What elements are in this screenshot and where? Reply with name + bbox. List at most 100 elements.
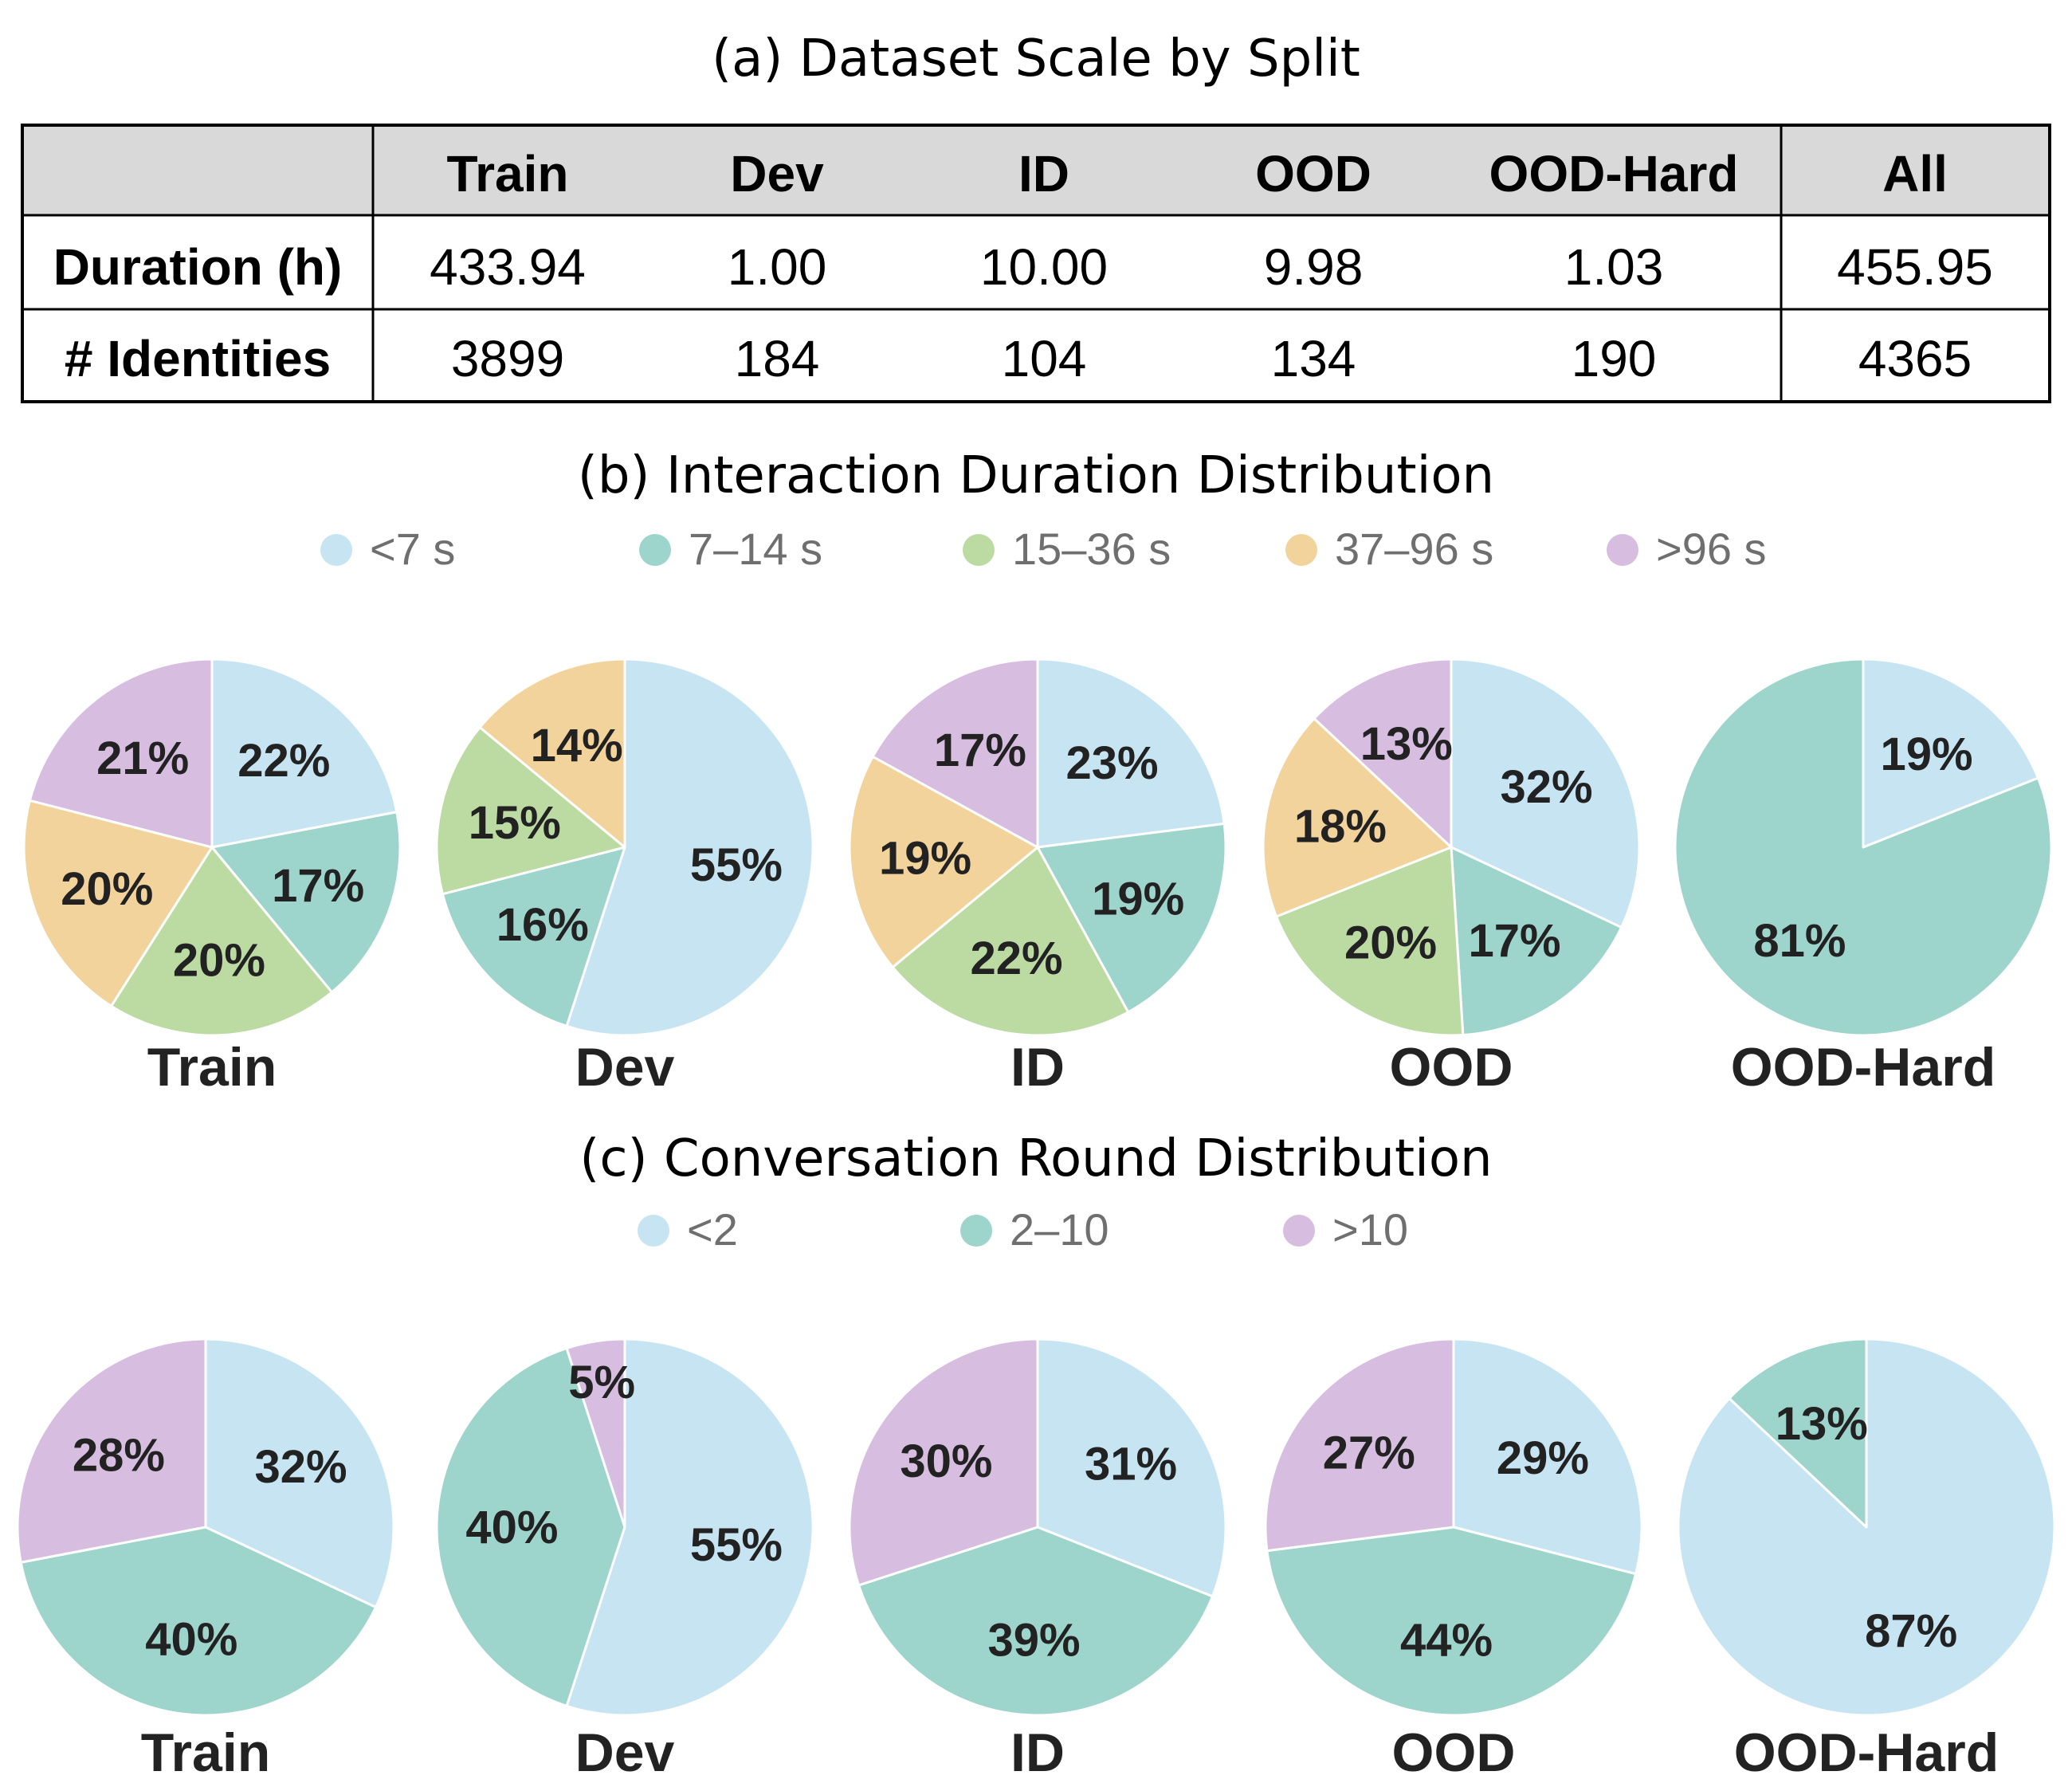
slice-label-7-14-s: 16% bbox=[496, 899, 589, 951]
legend-label-37-96-s: 37–96 s bbox=[1335, 524, 1493, 574]
slice-10 bbox=[565, 1337, 626, 1529]
pie-name: OOD bbox=[1390, 1037, 1513, 1098]
slice-label-2: 29% bbox=[1497, 1432, 1589, 1484]
pie-name: Train bbox=[147, 1037, 277, 1098]
legend-swatch-2-10 bbox=[960, 1215, 992, 1247]
slice-label-2-10: 13% bbox=[1776, 1398, 1868, 1450]
table-border bbox=[21, 124, 2051, 403]
slice-7-s bbox=[1450, 658, 1641, 929]
slice-7-14-s bbox=[210, 811, 402, 994]
slice-7-s bbox=[210, 658, 398, 849]
slice-label-37-96-s: 20% bbox=[61, 863, 153, 915]
slice-2-10 bbox=[19, 1526, 378, 1717]
slice-15-36-s bbox=[435, 726, 626, 896]
slice-label-7-s: 23% bbox=[1066, 737, 1159, 789]
slice-2 bbox=[1036, 1337, 1227, 1598]
col-header-id: ID bbox=[1018, 145, 1069, 202]
slice-label-2-10: 40% bbox=[465, 1502, 558, 1553]
slice-2-10 bbox=[857, 1526, 1214, 1717]
slice-label-10: 27% bbox=[1323, 1427, 1415, 1479]
legend-swatch-2 bbox=[638, 1215, 669, 1247]
slice-label-15-36-s: 20% bbox=[173, 934, 265, 986]
slice-2-10 bbox=[435, 1347, 626, 1707]
legend-swatch-7-s bbox=[320, 534, 352, 566]
slice-label-2-10: 40% bbox=[145, 1614, 237, 1666]
interaction-duration-chart: (b) Interaction Duration Distribution <7 … bbox=[22, 446, 2053, 1098]
row-header-identities: # Identities bbox=[65, 330, 331, 387]
slice-37-96-s bbox=[1262, 717, 1453, 918]
chart-title: (c) Conversation Round Distribution bbox=[579, 1129, 1492, 1188]
pie-id: 31% 39% 30% ID bbox=[848, 1337, 1227, 1783]
slice-7-s bbox=[1862, 658, 2039, 849]
pie-name: OOD-Hard bbox=[1731, 1037, 1995, 1098]
legend-swatch-37-96-s bbox=[1285, 534, 1317, 566]
slice-7-14-s bbox=[1450, 846, 1623, 1037]
slice-15-36-s bbox=[1275, 846, 1465, 1037]
cell-duration-id: 10.00 bbox=[980, 238, 1108, 296]
legend-label-7-s: <7 s bbox=[370, 524, 455, 574]
pie-name: Dev bbox=[575, 1037, 675, 1098]
cell-identities-ood-hard: 190 bbox=[1572, 330, 1657, 387]
cell-identities-all: 4365 bbox=[1858, 330, 1972, 387]
col-header-train: Train bbox=[447, 145, 569, 202]
legend-label-7-14-s: 7–14 s bbox=[689, 524, 822, 574]
slice-2 bbox=[204, 1337, 395, 1608]
legend-label-2: <2 bbox=[687, 1204, 738, 1255]
cell-identities-dev: 184 bbox=[735, 330, 820, 387]
slice-label-2: 31% bbox=[1085, 1438, 1177, 1490]
slice-10 bbox=[848, 1337, 1039, 1587]
col-header-ood-hard: OOD-Hard bbox=[1489, 145, 1739, 202]
legend-swatch-7-14-s bbox=[639, 534, 671, 566]
pie-dev: 55% 16% 15% 14% Dev bbox=[435, 658, 814, 1098]
pie-ood: 32% 17% 20% 18% 13% OOD bbox=[1262, 658, 1641, 1098]
slice-label-7-14-s: 17% bbox=[272, 860, 364, 912]
legend-swatch-96-s bbox=[1607, 534, 1638, 566]
table-title: (a) Dataset Scale by Split bbox=[712, 29, 1360, 88]
slice-label-2-10: 44% bbox=[1400, 1614, 1493, 1666]
slice-label-7-s: 55% bbox=[690, 839, 783, 891]
pie-ood: 29% 44% 27% OOD bbox=[1264, 1337, 1643, 1783]
pie-name: OOD bbox=[1392, 1722, 1516, 1779]
slice-96-s bbox=[1313, 658, 1453, 849]
slice-2-10 bbox=[1266, 1526, 1638, 1717]
slice-label-7-s: 32% bbox=[1501, 761, 1593, 813]
slice-label-7-14-s: 19% bbox=[1092, 873, 1184, 925]
cell-duration-dev: 1.00 bbox=[728, 238, 827, 296]
slice-label-7-14-s: 17% bbox=[1469, 915, 1561, 967]
slice-label-37-96-s: 18% bbox=[1294, 801, 1387, 853]
slice-label-37-96-s: 14% bbox=[531, 720, 623, 772]
slice-label-37-96-s: 19% bbox=[879, 832, 971, 884]
col-header-dev: Dev bbox=[730, 145, 824, 202]
pie-ood-hard: 19% 81% OOD-Hard bbox=[1674, 658, 2053, 1098]
legend-swatch-15-36-s bbox=[963, 534, 995, 566]
col-header-all: All bbox=[1882, 145, 1948, 202]
slice-label-96-s: 21% bbox=[96, 732, 189, 784]
pie-dev: 55% 40% 5% Dev bbox=[435, 1337, 814, 1783]
slice-label-7-s: 22% bbox=[237, 735, 330, 787]
slice-label-7-14-s: 81% bbox=[1753, 915, 1846, 967]
pie-name: OOD-Hard bbox=[1734, 1722, 1999, 1779]
slice-96-s bbox=[28, 658, 214, 849]
pie-name: Train bbox=[141, 1722, 271, 1779]
slice-label-10: 5% bbox=[568, 1357, 635, 1408]
slice-7-14-s bbox=[1036, 822, 1227, 1014]
legend-label-2-10: 2–10 bbox=[1010, 1204, 1109, 1255]
slice-2 bbox=[565, 1337, 814, 1717]
col-header-ood: OOD bbox=[1255, 145, 1372, 202]
pie-ood-hard: 87% 13% OOD-Hard bbox=[1677, 1337, 2056, 1783]
cell-identities-ood: 134 bbox=[1271, 330, 1356, 387]
pie-train: 32% 40% 28% Train bbox=[16, 1337, 395, 1783]
slice-7-14-s bbox=[441, 846, 626, 1027]
slice-37-96-s bbox=[478, 658, 626, 849]
table-header-background bbox=[22, 125, 2050, 215]
slice-15-36-s bbox=[891, 846, 1130, 1037]
slice-label-10: 30% bbox=[900, 1435, 992, 1487]
slice-label-15-36-s: 15% bbox=[469, 797, 561, 849]
slice-label-10: 28% bbox=[73, 1430, 165, 1482]
legend-label-10: >10 bbox=[1332, 1204, 1408, 1255]
legend: <7 s 7–14 s 15–36 s 37–96 s >96 s bbox=[320, 524, 1767, 574]
slice-10 bbox=[16, 1337, 207, 1564]
pie-name: ID bbox=[1010, 1722, 1065, 1779]
pie-train: 22%17%20%20%21%Train bbox=[22, 658, 402, 1098]
legend: <2 2–10 >10 bbox=[638, 1204, 1408, 1255]
